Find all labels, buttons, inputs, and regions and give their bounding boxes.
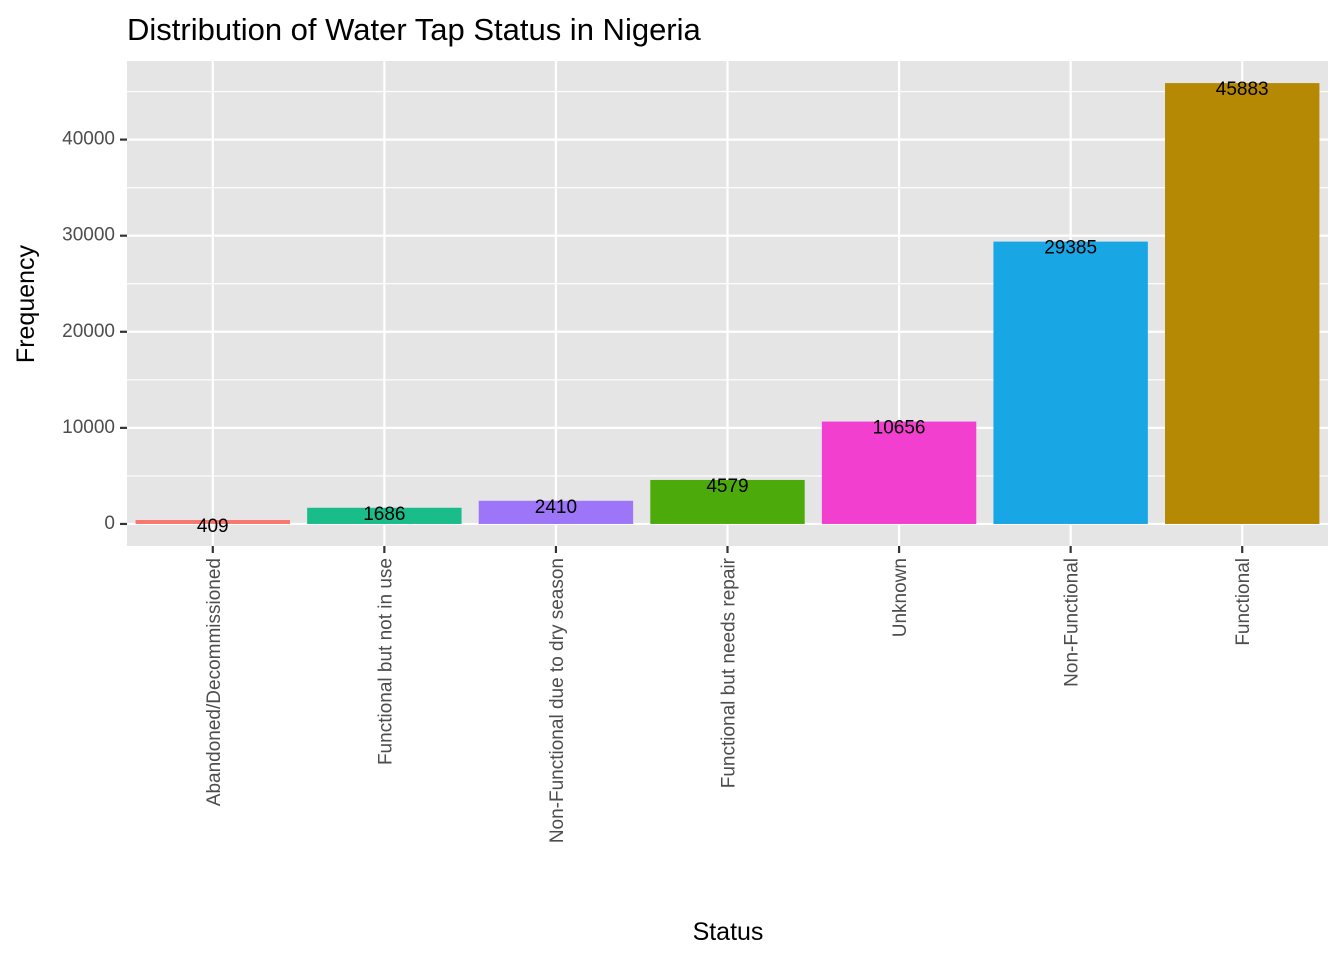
bar xyxy=(821,421,977,524)
y-tick-label: 40000 xyxy=(62,129,115,150)
bar-value-label: 45883 xyxy=(1216,79,1269,100)
bar xyxy=(650,479,805,524)
bar xyxy=(1165,83,1320,524)
y-axis: 0 10000 20000 30000 40000 xyxy=(62,129,127,534)
bar xyxy=(135,520,290,524)
bar xyxy=(478,500,634,524)
data-labels: 409 1686 2410 4579 10656 29385 45883 xyxy=(197,79,1269,537)
x-tick-label: Functional but not in use xyxy=(375,558,396,765)
y-tick-label: 30000 xyxy=(62,225,115,246)
x-tick-label: Unknown xyxy=(890,558,911,637)
bar xyxy=(993,241,1148,524)
bar-value-label: 10656 xyxy=(873,418,926,439)
bar-value-label: 409 xyxy=(197,516,229,537)
x-tick-label: Functional xyxy=(1233,558,1254,646)
x-tick-label: Functional but needs repair xyxy=(719,557,740,788)
bars xyxy=(135,83,1320,524)
x-tick-label: Non-Functional due to dry season xyxy=(547,558,568,843)
x-tick-label: Abandoned/Decommissioned xyxy=(204,558,225,806)
chart-title: Distribution of Water Tap Status in Nige… xyxy=(127,12,702,47)
x-axis-title: Status xyxy=(693,918,764,946)
y-tick-label: 0 xyxy=(104,513,115,534)
x-axis: Abandoned/Decommissioned Functional but n… xyxy=(204,546,1254,843)
y-tick-label: 10000 xyxy=(62,417,115,438)
y-axis-title: Frequency xyxy=(12,244,40,363)
bar xyxy=(307,507,462,524)
y-tick-label: 20000 xyxy=(62,321,115,342)
bar-value-label: 1686 xyxy=(363,504,405,525)
bar-value-label: 2410 xyxy=(535,497,577,518)
bar-value-label: 4579 xyxy=(706,476,748,497)
x-tick-label: Non-Functional xyxy=(1062,558,1083,687)
bar-value-label: 29385 xyxy=(1044,238,1097,259)
